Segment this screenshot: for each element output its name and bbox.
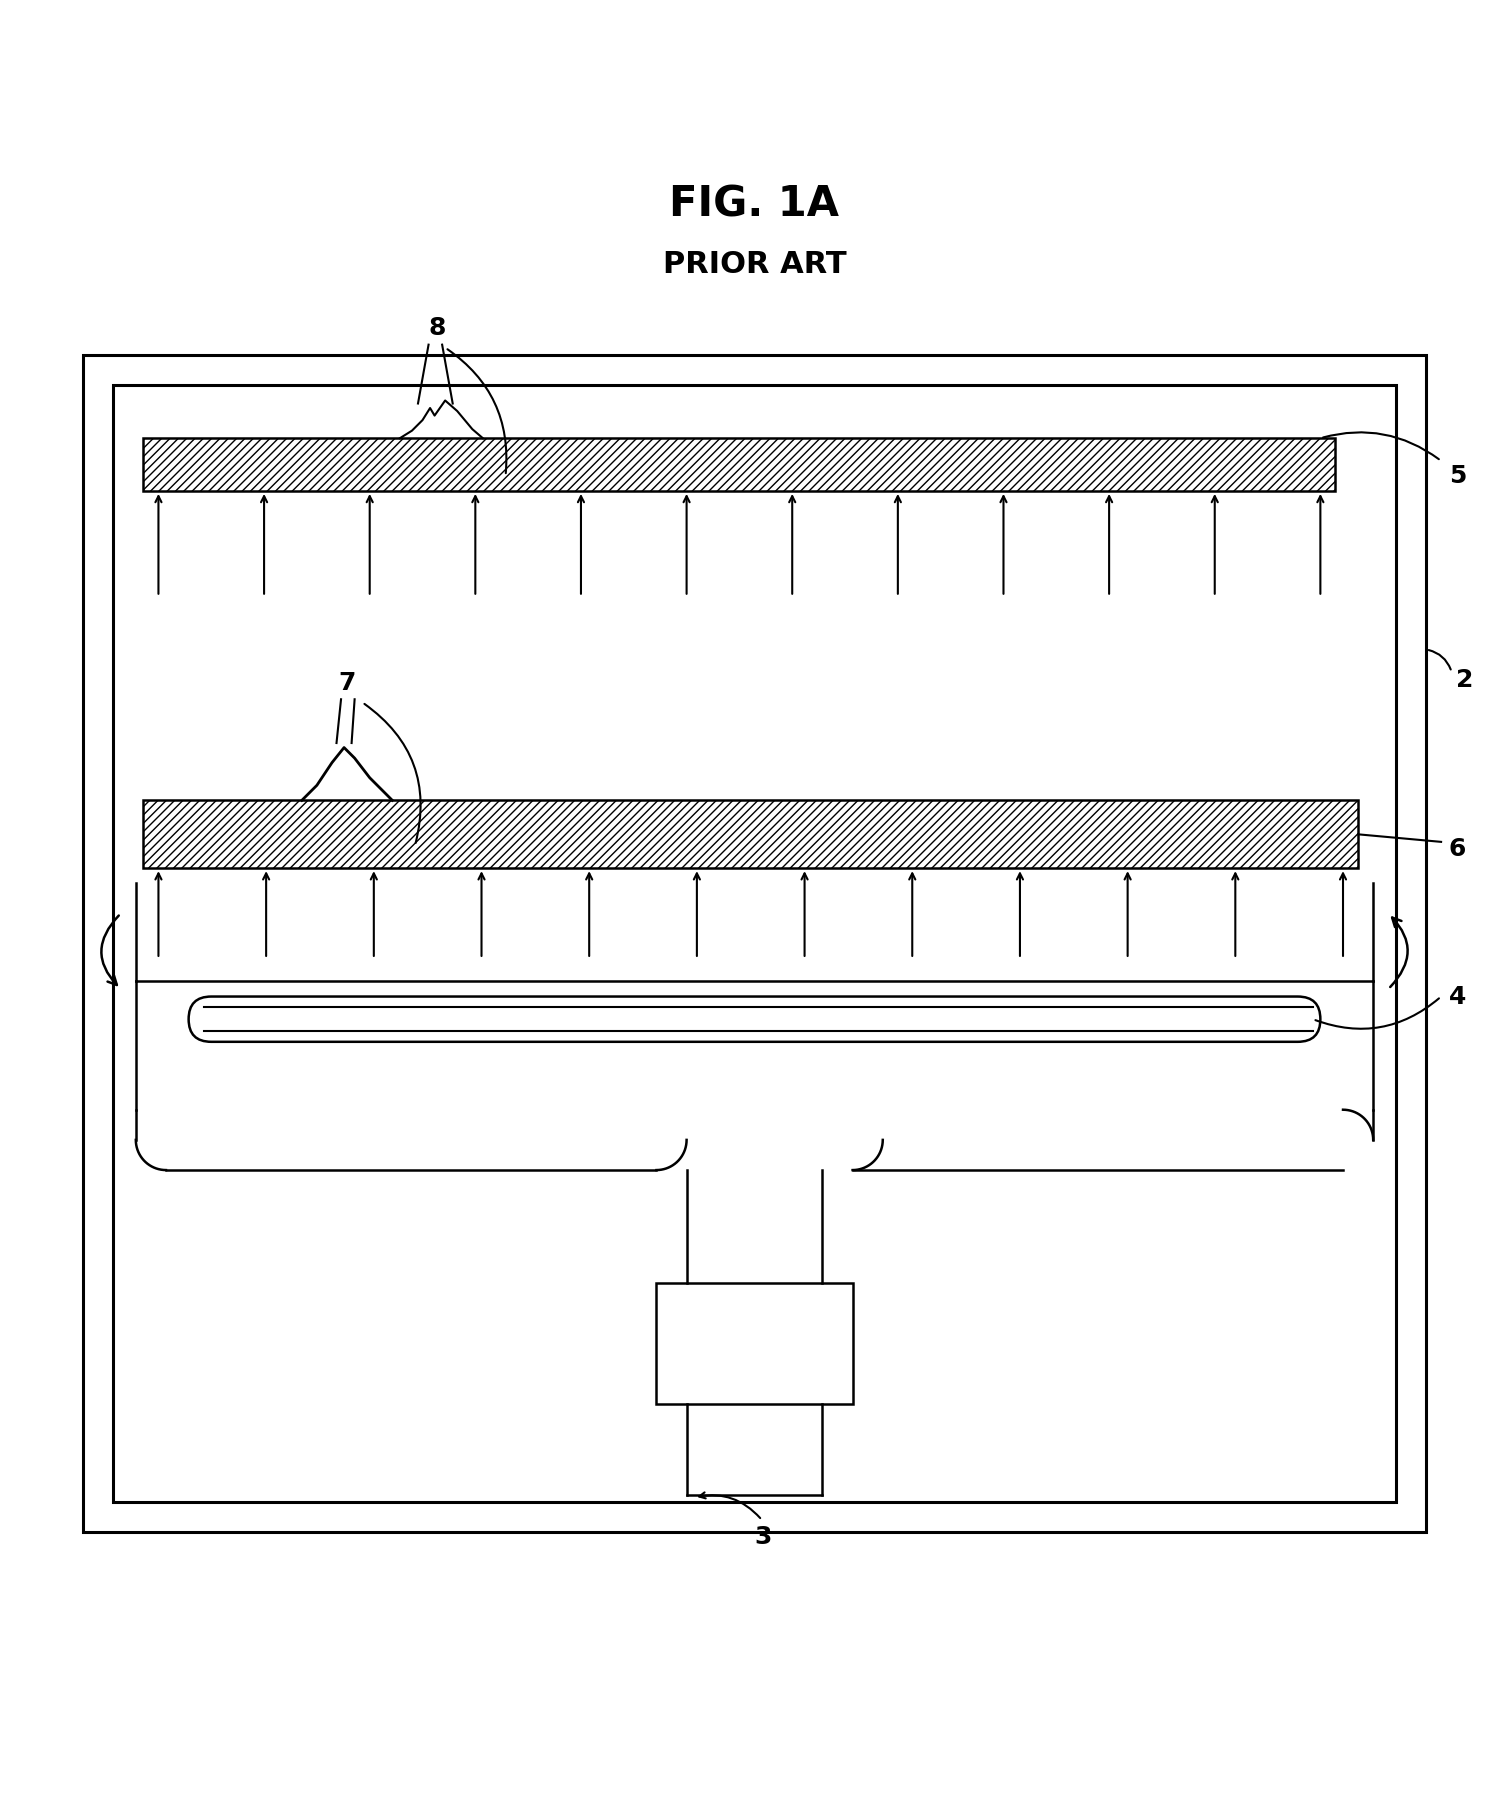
Text: 6: 6 [1449, 837, 1467, 861]
Bar [143, 439, 1335, 491]
Text: FIG. 1A: FIG. 1A [670, 183, 839, 225]
Text: PRIOR ART: PRIOR ART [662, 250, 847, 279]
Text: 8: 8 [429, 315, 447, 341]
Text: 2: 2 [1456, 667, 1474, 692]
Bar [113, 386, 1396, 1502]
Text: 5: 5 [1449, 464, 1467, 487]
Bar [143, 801, 1358, 868]
Text: 4: 4 [1449, 984, 1467, 1009]
Bar [656, 1283, 853, 1404]
Text: 7: 7 [338, 670, 356, 694]
FancyBboxPatch shape [189, 997, 1320, 1042]
Bar [83, 355, 1426, 1533]
Text: 3: 3 [754, 1524, 773, 1549]
